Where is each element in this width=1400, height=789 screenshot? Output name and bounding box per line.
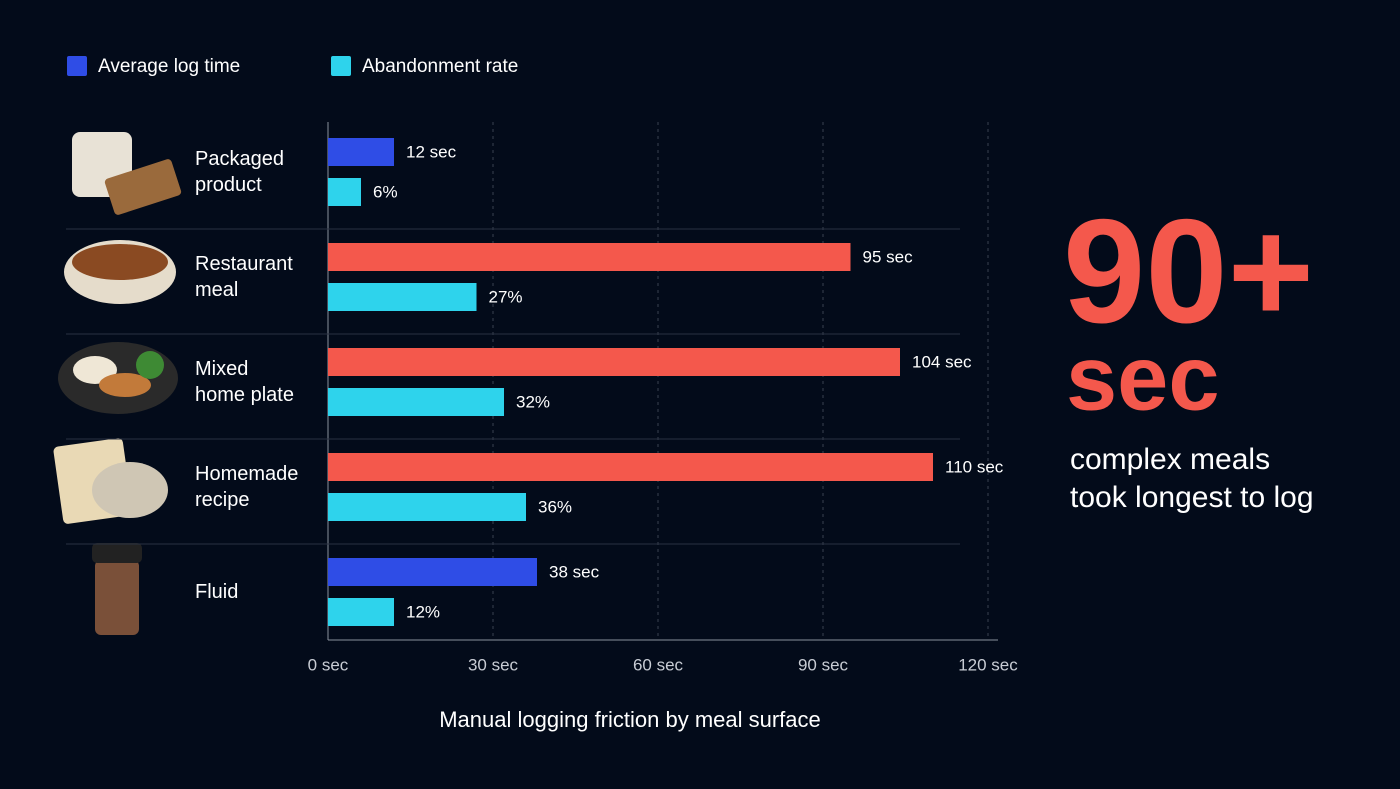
food-icons [53, 132, 182, 635]
legend-label: Abandonment rate [362, 56, 518, 77]
value-label: 104 sec [912, 352, 972, 371]
category-label: Fluid [195, 581, 239, 603]
callout-text: took longest to log [1070, 481, 1314, 514]
bar [328, 243, 851, 271]
legend-swatch [331, 56, 351, 76]
category-label: Mixed home plate [195, 358, 294, 406]
category-label: Restaurant meal [195, 253, 293, 301]
value-label: 36% [538, 497, 572, 516]
x-tick-label: 0 sec [308, 655, 349, 674]
value-label: 95 sec [863, 247, 914, 266]
value-label: 6% [373, 182, 398, 201]
value-label: 12% [406, 602, 440, 621]
category-label: Packaged product [195, 148, 284, 196]
value-label: 27% [489, 287, 523, 306]
value-label: 38 sec [549, 562, 600, 581]
bar [328, 388, 504, 416]
callout-number: 90+ [1063, 189, 1314, 354]
chart-title: Manual logging friction by meal surface [439, 707, 821, 732]
bar [328, 178, 361, 206]
x-tick-label: 120 sec [958, 655, 1018, 674]
bar [328, 453, 933, 481]
value-label: 110 sec [945, 457, 1004, 476]
value-label: 32% [516, 392, 550, 411]
x-tick-label: 30 sec [468, 655, 519, 674]
x-tick-label: 90 sec [798, 655, 849, 674]
bar [328, 348, 900, 376]
bar [328, 598, 394, 626]
bar [328, 283, 477, 311]
value-label: 12 sec [406, 142, 457, 161]
bar [328, 138, 394, 166]
legend-swatch [67, 56, 87, 76]
callout-text: complex meals [1070, 443, 1270, 476]
x-tick-label: 60 sec [633, 655, 684, 674]
bar [328, 558, 537, 586]
bar [328, 493, 526, 521]
callout-unit: sec [1066, 327, 1220, 429]
category-label: Homemade recipe [195, 463, 299, 511]
legend-label: Average log time [98, 56, 240, 77]
